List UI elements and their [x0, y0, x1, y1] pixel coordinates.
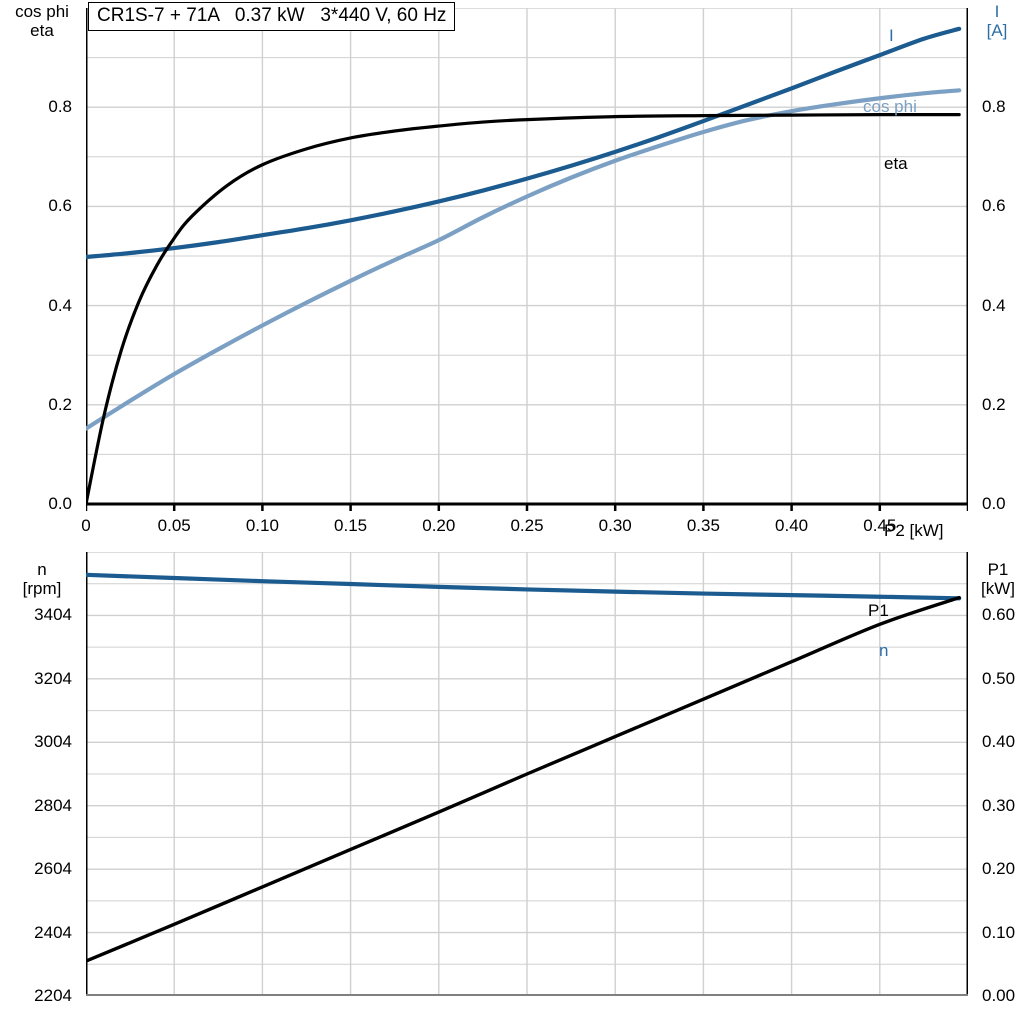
chart-title: CR1S-7 + 71A 0.37 kW 3*440 V, 60 Hz	[88, 2, 456, 31]
top-x-axis-title: P2 [kW]	[884, 521, 944, 540]
top-right-tick: 0.2	[982, 394, 1006, 414]
top-plot-svg	[86, 8, 968, 511]
top-x-tick: 0	[81, 516, 91, 535]
bottom-right-tick: 0.00	[982, 986, 1016, 1005]
bottom-right-axis-title: P1 [kW]	[981, 560, 1015, 598]
bottom-right-tick: 0.40	[982, 732, 1016, 752]
top-right-tick: 0.6	[982, 196, 1006, 216]
bottom-left-tick: 2604	[34, 859, 72, 879]
top-left-axis-title: cos phi eta	[15, 2, 69, 40]
top-x-tick: 0.30	[598, 516, 632, 535]
bottom-right-tick: 0.60	[982, 605, 1016, 625]
top-plot-area	[86, 8, 968, 512]
curve-label-speed: n	[879, 641, 889, 660]
top-x-tick: 0.35	[686, 516, 720, 535]
top-left-tick: 0.0	[48, 494, 72, 513]
bottom-left-tick: 3004	[34, 732, 72, 752]
top-x-tick: 0.15	[334, 516, 368, 535]
top-right-axis-title: I [A]	[986, 2, 1008, 40]
top-x-tick: 0.10	[245, 516, 279, 535]
bottom-plot-svg	[86, 552, 968, 996]
bottom-plot-area	[86, 552, 968, 996]
bottom-chart-panel: n [rpm] P1 [kW] 2204 2404 2604 2804 3004 3204…	[0, 548, 1024, 1024]
top-right-tick: 0.8	[982, 97, 1006, 117]
top-x-tick: 0.45	[863, 516, 897, 535]
top-x-tick: 0.25	[510, 516, 544, 535]
bottom-right-tick: 0.30	[982, 795, 1016, 815]
curve-label-power: P1	[868, 601, 889, 620]
top-chart-panel: cos phi eta I [A] CR1S-7 + 71A 0.37 kW 3…	[15, 2, 1008, 540]
curve-label-eta: eta	[884, 154, 908, 173]
bottom-right-tick: 0.50	[982, 668, 1016, 688]
bottom-right-tick: 0.20	[982, 859, 1016, 879]
top-x-tick: 0.20	[422, 516, 456, 535]
top-x-tick: 0.05	[157, 516, 191, 535]
top-x-tick: 0.40	[775, 516, 809, 535]
bottom-left-tick: 2804	[34, 795, 72, 815]
curve-label-cos-phi: cos phi	[863, 97, 917, 116]
bottom-right-tick: 0.10	[982, 922, 1016, 942]
bottom-left-tick: 2404	[34, 922, 72, 942]
bottom-left-tick: 2204	[34, 986, 72, 1005]
top-right-tick: 0.0	[982, 494, 1006, 513]
top-left-tick: 0.6	[48, 196, 72, 216]
bottom-left-tick: 3204	[34, 668, 72, 688]
top-left-tick: 0.2	[48, 394, 72, 414]
bottom-left-axis-title: n [rpm]	[22, 560, 62, 598]
curve-label-current: I	[889, 26, 894, 45]
top-right-tick: 0.4	[982, 295, 1006, 315]
bottom-left-tick: 3404	[34, 605, 72, 625]
top-left-tick: 0.8	[48, 97, 72, 117]
top-left-tick: 0.4	[48, 295, 72, 315]
